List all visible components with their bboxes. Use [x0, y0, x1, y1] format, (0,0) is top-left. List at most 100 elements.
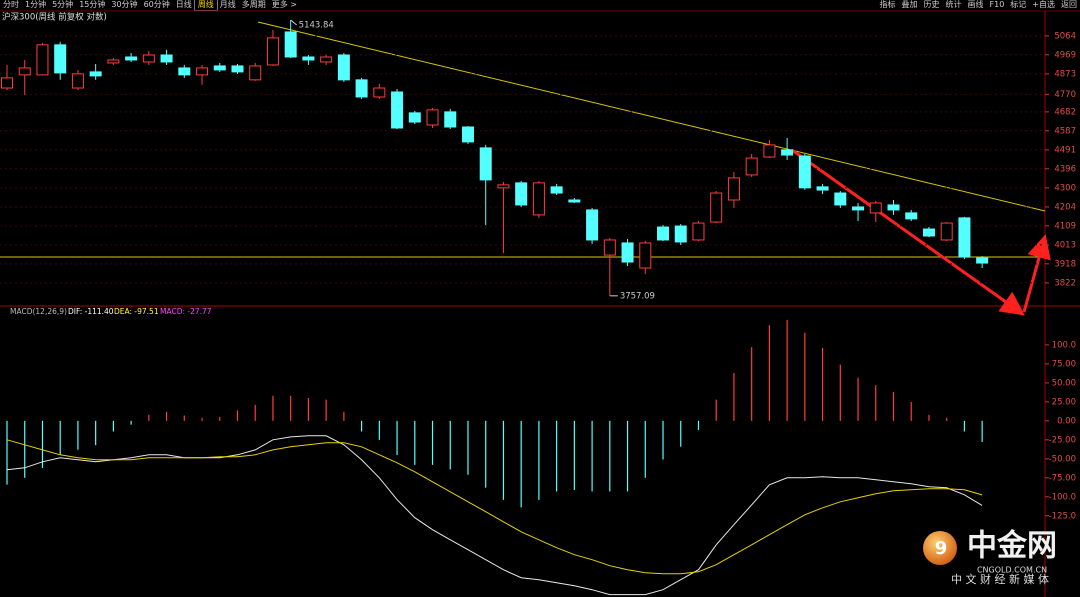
macd-line: [6, 439, 983, 575]
domain: CNGOLD.COM.CN: [977, 566, 1047, 575]
candle-body: [816, 186, 829, 191]
candle-body: [781, 149, 794, 156]
candle-body: [621, 242, 634, 263]
trend-line: [257, 21, 1046, 212]
legend-entry: MACD: -27.77: [160, 307, 212, 316]
y-tick-label: 4300: [1054, 183, 1076, 193]
tab[interactable]: 周线: [193, 0, 218, 11]
brand: 中金网: [967, 529, 1057, 564]
tab[interactable]: 1分钟: [25, 0, 47, 9]
logo-glyph: 9: [935, 538, 948, 559]
tool-tabs: 指标 叠加 历史 统计 画线 F10 标记 +自选 返回: [877, 0, 1080, 10]
candle-body: [763, 144, 776, 158]
annotation-leader: [290, 19, 298, 26]
candle-body: [196, 67, 209, 76]
y-tick-label: -125.0: [1049, 511, 1076, 521]
candle-body: [426, 109, 439, 126]
annotation: 5143.84: [299, 21, 334, 31]
candle-body: [550, 186, 563, 194]
candle-body: [657, 226, 670, 241]
tab[interactable]: 60分钟: [143, 0, 170, 9]
y-tick-label: 50.00: [1052, 378, 1076, 388]
candle-body: [922, 228, 935, 237]
tab[interactable]: 更多 >: [271, 0, 297, 9]
y-tick-label: 3822: [1054, 278, 1076, 288]
watermark: 9 中金网 CNGOLD.COM.CN 中 文 财 经 新 媒 体: [923, 529, 1057, 586]
legend-entry: DEA: -97.51: [114, 307, 159, 316]
tab[interactable]: 画线: [967, 0, 984, 9]
candle-body: [373, 87, 386, 98]
logo: [923, 531, 957, 565]
tab[interactable]: 月线: [219, 0, 236, 9]
y-tick-label: 100.0: [1052, 340, 1076, 350]
arrow: [791, 148, 1025, 316]
candle-body: [568, 199, 581, 203]
candle-body: [337, 54, 350, 81]
candle-body: [798, 155, 811, 189]
candle-body: [940, 222, 953, 241]
period-tabs: 分时 1分钟 5分钟 15分钟 30分钟 60分钟 日线 周线 月线 多周期 更多 >: [0, 0, 300, 11]
y-tick-label: -75.00: [1049, 473, 1076, 483]
tab[interactable]: 30分钟: [111, 0, 138, 9]
candle-body: [745, 157, 758, 176]
candle-body: [89, 71, 102, 77]
y-tick-label: -25.00: [1049, 435, 1076, 445]
tab[interactable]: 返回: [1061, 0, 1077, 9]
candle-body: [727, 177, 740, 201]
tab[interactable]: 历史: [923, 0, 940, 9]
candle-body: [497, 184, 510, 189]
candle-body: [125, 56, 138, 61]
y-tick-label: 5064: [1054, 31, 1076, 41]
candle-body: [142, 54, 155, 63]
candle-body: [639, 242, 652, 269]
tab[interactable]: 多周期: [241, 0, 266, 9]
arrow: [1022, 234, 1051, 313]
candle-body: [408, 112, 421, 123]
slogan: 中 文 财 经 新 媒 体: [951, 572, 1049, 586]
tab[interactable]: +自选: [1032, 0, 1055, 9]
y-tick-label: -100.0: [1049, 492, 1076, 502]
tab[interactable]: 指标: [879, 0, 896, 9]
macd-line: [6, 435, 983, 596]
tab[interactable]: 15分钟: [79, 0, 106, 9]
candle-body: [231, 65, 244, 73]
candle-body: [887, 204, 900, 211]
tab[interactable]: 标记: [1010, 0, 1027, 9]
candle-body: [692, 222, 705, 241]
tab[interactable]: 5分钟: [52, 0, 74, 9]
y-tick-label: 4396: [1054, 164, 1076, 174]
candle-body: [586, 209, 599, 241]
y-tick-label: 4013: [1054, 240, 1076, 250]
candle-body: [976, 257, 989, 264]
candle-body: [320, 56, 333, 63]
candle-body: [869, 202, 882, 214]
candle-body: [284, 31, 297, 58]
candle-body: [302, 56, 315, 61]
tab[interactable]: 日线: [175, 0, 192, 9]
y-tick-label: 4491: [1054, 145, 1076, 155]
candle-body: [834, 192, 847, 206]
candle-body: [532, 182, 545, 216]
legend-entry: MACD(12,26,9): [10, 307, 67, 316]
candle-body: [71, 73, 84, 89]
candle-body: [461, 126, 474, 143]
candle-body: [674, 225, 687, 243]
candle-body: [160, 54, 173, 63]
annotation: 3757.09: [620, 291, 655, 301]
tab[interactable]: F10: [989, 0, 1005, 9]
tab[interactable]: 统计: [945, 0, 962, 9]
candle-body: [178, 67, 191, 76]
tab[interactable]: 分时: [3, 0, 19, 9]
candle-body: [355, 79, 368, 98]
candle-body: [266, 37, 279, 66]
legend-entry: DIF: -111.40: [68, 307, 114, 316]
candle-body: [107, 59, 120, 64]
y-tick-label: 4969: [1054, 50, 1076, 60]
candle-body: [18, 67, 31, 76]
tab[interactable]: 叠加: [901, 0, 918, 9]
y-tick-label: 4873: [1054, 69, 1076, 79]
y-tick-label: 4770: [1054, 90, 1076, 100]
y-tick-label: 4682: [1054, 107, 1076, 117]
candle-body: [515, 182, 528, 206]
